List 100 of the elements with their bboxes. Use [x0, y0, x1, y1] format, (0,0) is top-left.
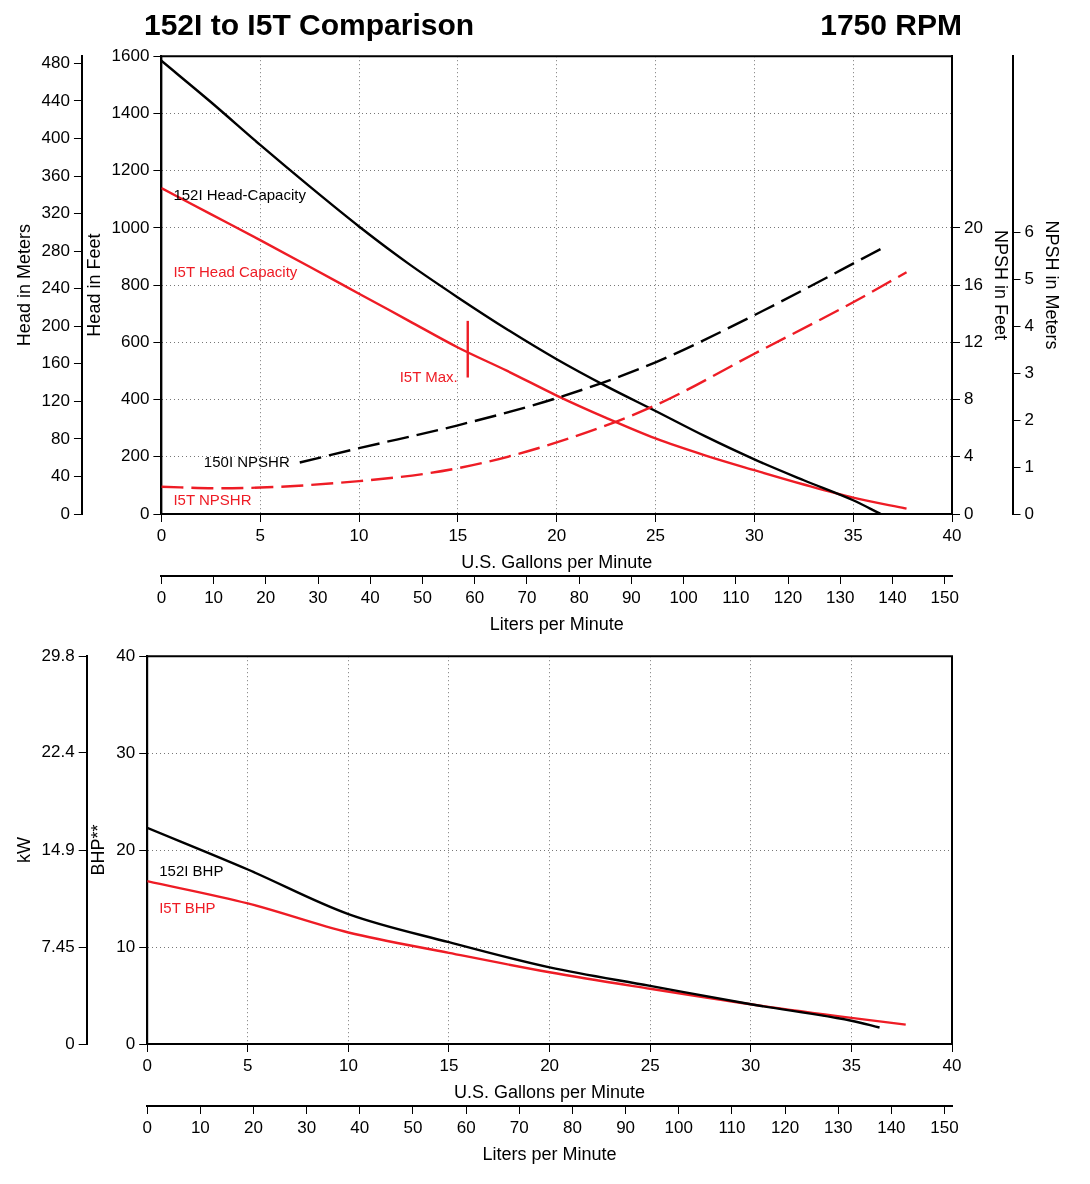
y-tick-label: 40 — [116, 645, 136, 665]
y2-tick-label: 440 — [41, 90, 70, 110]
x2-tick-label: 70 — [517, 587, 537, 607]
y2-tick-label: 22.4 — [41, 742, 75, 762]
y-axis-title: BHP** — [88, 824, 109, 876]
y-tick-label: 0 — [125, 1033, 136, 1053]
y-tick-label: 200 — [121, 446, 150, 466]
x-tick-label: 5 — [255, 525, 265, 545]
x2-tick-label: 30 — [297, 1117, 317, 1137]
x2-tick-label: 110 — [722, 587, 750, 607]
x2-tick-label: 150 — [930, 587, 959, 607]
x2-tick-label: 50 — [413, 587, 432, 607]
y2-tick-label: 480 — [41, 53, 70, 73]
x2-axis-title: Liters per Minute — [489, 614, 624, 635]
x2-tick-label: 40 — [350, 1117, 370, 1137]
x2-tick-label: 60 — [456, 1117, 476, 1137]
y2-tick-label: 0 — [60, 503, 70, 523]
x-tick-label: 35 — [841, 1055, 861, 1075]
chart-title: 152I to I5T Comparison — [144, 8, 475, 42]
y2-tick-label: 400 — [41, 128, 70, 148]
y-tick-label: 800 — [121, 274, 150, 294]
y2-tick-label: 5 — [1024, 268, 1034, 288]
x2-tick-label: 10 — [204, 587, 224, 607]
y2-tick-label: 3 — [1024, 362, 1034, 382]
x-tick-label: 5 — [243, 1055, 253, 1075]
series-label: 150I NPSHR — [203, 452, 290, 470]
y2-tick-label: 0 — [1024, 503, 1034, 523]
y2-tick-label: 360 — [41, 165, 70, 185]
x2-tick-label: 70 — [509, 1117, 529, 1137]
x2-tick-label: 80 — [562, 1117, 582, 1137]
x2-axis-title: Liters per Minute — [482, 1144, 617, 1165]
x2-tick-label: 150 — [930, 1117, 959, 1137]
y-tick-label: 30 — [116, 742, 136, 762]
y2-tick-label: 4 — [1024, 315, 1034, 335]
x2-tick-label: 40 — [360, 587, 380, 607]
y-tick-label: 10 — [116, 936, 136, 956]
x2-tick-label: 120 — [770, 1117, 800, 1137]
x2-tick-label: 100 — [669, 587, 698, 607]
y-tick-label: 1600 — [111, 45, 150, 65]
y-tick-label: 1000 — [111, 217, 150, 237]
line-series — [161, 186, 908, 510]
x2-tick-label: 60 — [465, 587, 485, 607]
y2-tick-label: 14.9 — [41, 839, 75, 859]
x-tick-label: 20 — [547, 525, 567, 545]
series-label: 152I Head-Capacity — [173, 185, 307, 203]
line-series — [147, 879, 907, 1026]
x-tick-label: 35 — [843, 525, 863, 545]
y2-tick-label: 200 — [41, 315, 70, 335]
series-label: I5T Head Capacity — [173, 262, 298, 280]
series-label: 152I BHP — [159, 862, 224, 880]
x-tick-label: 25 — [646, 525, 665, 545]
x-tick-label: 10 — [338, 1055, 358, 1075]
y-tick-label: 0 — [139, 503, 150, 523]
x2-tick-label: 120 — [773, 587, 803, 607]
series-label: I5T Max. — [399, 367, 458, 385]
y2-tick-label: 80 — [51, 428, 70, 448]
x-tick-label: 15 — [439, 1055, 459, 1075]
x2-tick-label: 130 — [824, 1117, 853, 1137]
y-tick-label: 20 — [116, 839, 136, 859]
x2-tick-label: 10 — [190, 1117, 210, 1137]
y2-tick-label: 280 — [41, 240, 70, 260]
x-tick-label: 30 — [744, 525, 764, 545]
x-tick-label: 10 — [349, 525, 369, 545]
y-axis-title: Head in Feet — [83, 233, 104, 337]
x2-tick-label: 20 — [244, 1117, 263, 1137]
y-tick-label: 400 — [121, 389, 150, 409]
y2-tick-label: 240 — [41, 278, 70, 298]
x2-tick-label: 30 — [308, 587, 328, 607]
y-tick-label: 4 — [964, 446, 974, 466]
y2-tick-label: 0 — [65, 1033, 75, 1053]
x2-tick-label: 80 — [569, 587, 589, 607]
y2-tick-label: 160 — [41, 353, 70, 373]
y2-tick-label: 29.8 — [41, 646, 75, 666]
y2-axis-title: NPSH in Meters — [1041, 220, 1062, 350]
y-tick-label: 12 — [964, 332, 983, 352]
y-tick-label: 16 — [964, 274, 983, 294]
x-tick-label: 20 — [540, 1055, 560, 1075]
x2-tick-label: 50 — [403, 1117, 423, 1137]
y-tick-label: 20 — [964, 217, 983, 237]
y2-tick-label: 1 — [1024, 456, 1034, 476]
x-tick-label: 0 — [156, 525, 167, 545]
series-label: I5T NPSHR — [173, 490, 252, 508]
y-tick-label: 8 — [964, 389, 974, 409]
y-tick-label: 1200 — [111, 160, 150, 180]
x-tick-label: 30 — [741, 1055, 761, 1075]
series-label: I5T BHP — [159, 898, 216, 916]
y2-axis-title: Head in Meters — [13, 224, 34, 347]
x-axis-title: U.S. Gallons per Minute — [461, 552, 653, 573]
x2-tick-label: 130 — [826, 587, 855, 607]
y-tick-label: 1400 — [111, 103, 150, 123]
y2-axis-title: kW — [13, 837, 34, 864]
x2-tick-label: 20 — [256, 587, 276, 607]
y2-tick-label: 2 — [1024, 409, 1034, 429]
y2-tick-label: 120 — [41, 391, 70, 411]
x-tick-label: 25 — [640, 1055, 660, 1075]
x-axis-title: U.S. Gallons per Minute — [454, 1082, 646, 1103]
x2-tick-label: 110 — [718, 1117, 746, 1137]
x2-tick-label: 90 — [621, 587, 641, 607]
y-tick-label: 600 — [121, 332, 150, 352]
chart-subtitle: 1750 RPM — [820, 8, 962, 42]
